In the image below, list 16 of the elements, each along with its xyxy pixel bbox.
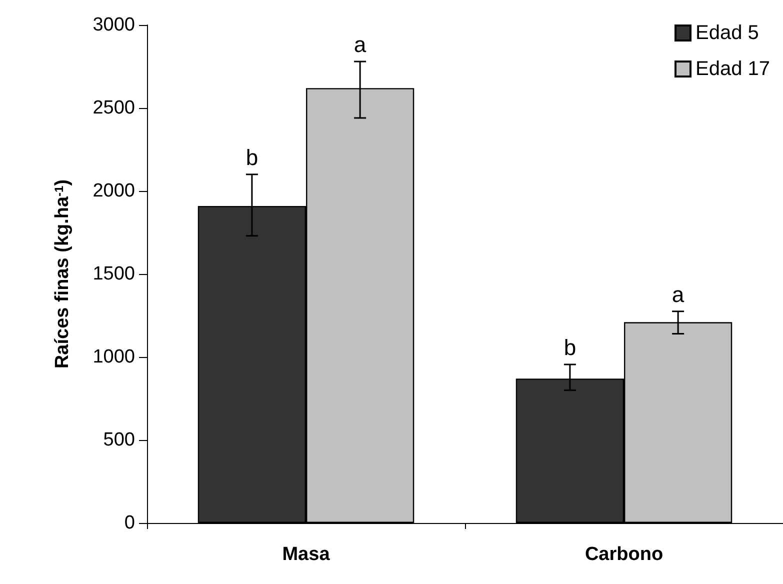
x-tick-label: Masa bbox=[282, 544, 330, 565]
y-tick-label: 2500 bbox=[92, 98, 135, 118]
x-tick-label: Carbono bbox=[584, 544, 664, 565]
legend-label: Edad 5 bbox=[695, 22, 759, 44]
annotation: b bbox=[564, 334, 576, 360]
y-tick-label: 500 bbox=[103, 430, 135, 450]
annotation: a bbox=[672, 282, 685, 307]
y-tick-label: 0 bbox=[124, 512, 135, 534]
y-tick-label: 2000 bbox=[92, 180, 135, 202]
y-tick-label: 3000 bbox=[92, 14, 135, 36]
legend-label: Edad 17 bbox=[695, 58, 770, 80]
y-tick-label: 1000 bbox=[92, 346, 135, 368]
annotation: a bbox=[354, 32, 367, 58]
y-tick-label: 1500 bbox=[92, 264, 135, 284]
annotation: b bbox=[246, 144, 258, 170]
y-axis-title: Raíces finas (kg.ha-1) bbox=[52, 179, 73, 369]
